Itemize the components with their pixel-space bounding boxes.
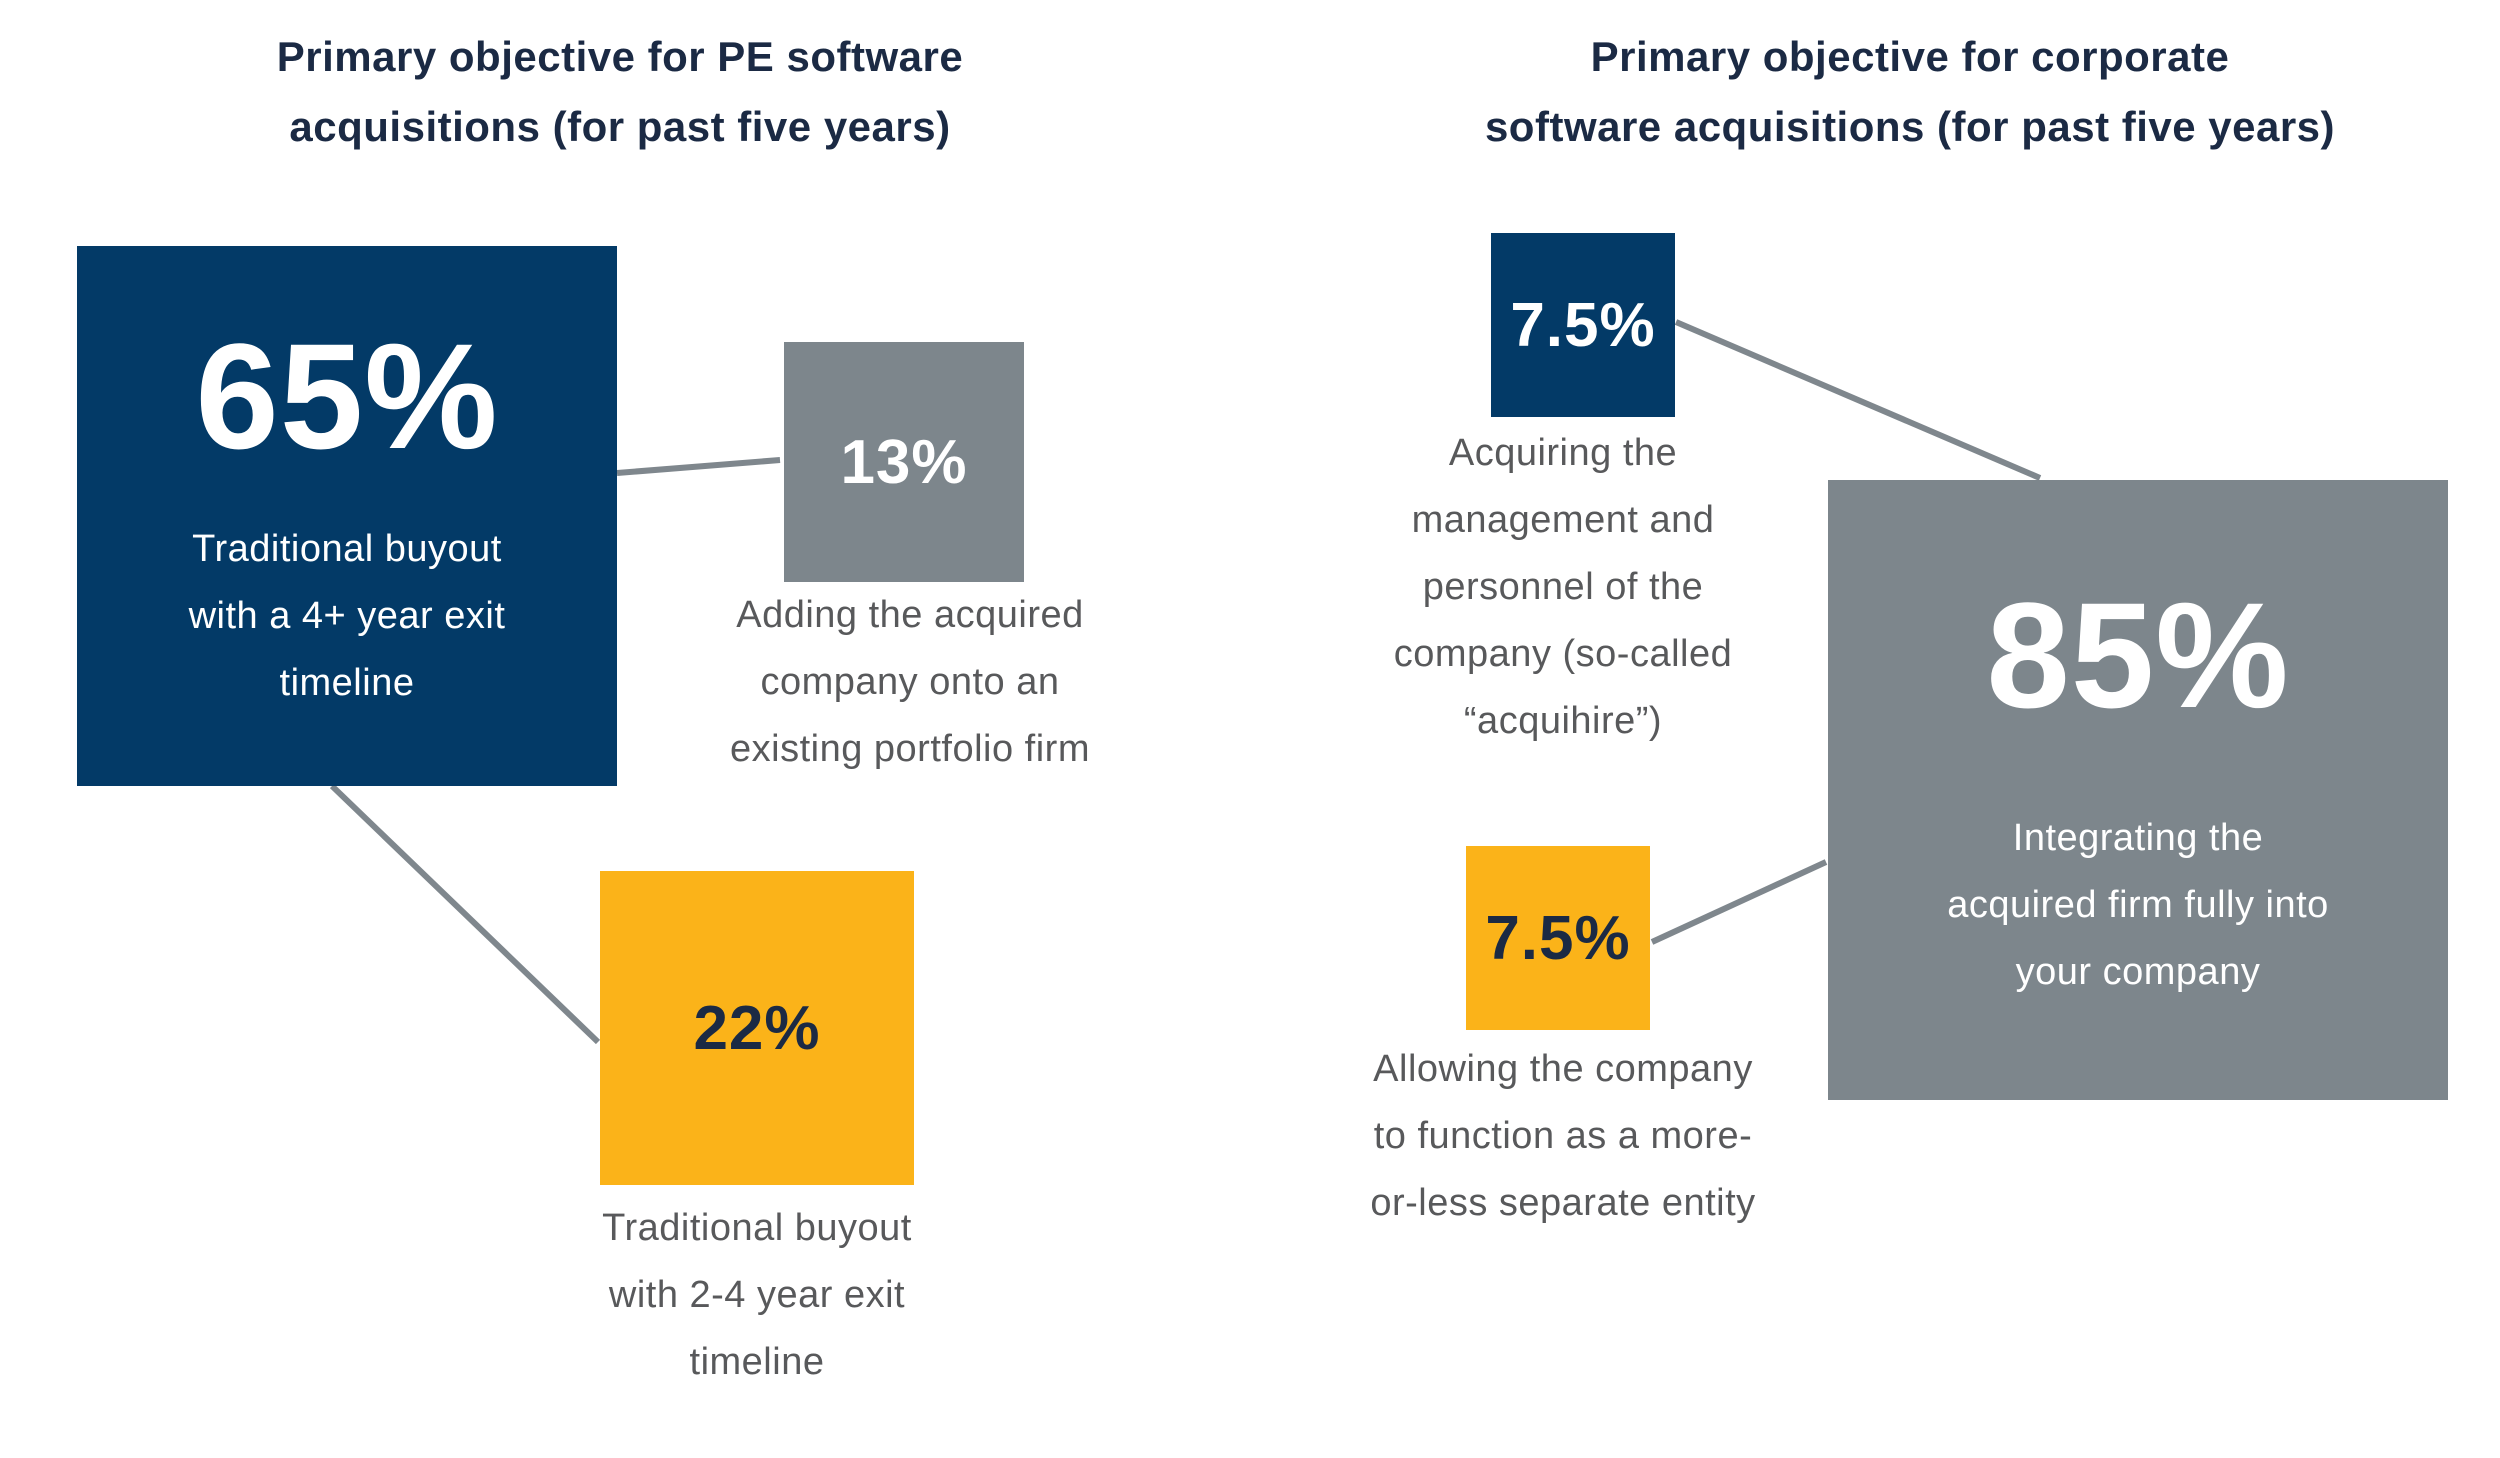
corp-acquihire-caption-line-5: “acquihire”) [1463, 700, 1663, 742]
connector-acquihire-to-85 [1674, 319, 2042, 481]
corporate-chart-title-line-2: software acquisitions (for past five yea… [1484, 103, 2336, 150]
pe-65-value: 65% [195, 311, 499, 480]
corp-acquihire-box: 7.5% [1491, 233, 1675, 417]
pe-13-caption-line-1: Adding the acquired [736, 594, 1084, 636]
corp-acquihire-caption-line-3: personnel of the [1422, 566, 1704, 608]
connector-65-to-22 [329, 783, 601, 1045]
corp-separate-value: 7.5% [1485, 903, 1631, 973]
corp-acquihire-caption-line-2: management and [1411, 499, 1715, 541]
pe-65-description: Traditional buyout with a 4+ year exit t… [189, 516, 506, 717]
corp-acquihire-caption-line-1: Acquiring the [1448, 432, 1678, 474]
corp-separate-entity-box: 7.5% [1466, 846, 1650, 1030]
pe-13-value: 13% [840, 427, 968, 497]
corp-separate-caption-line-1: Allowing the company [1373, 1048, 1753, 1090]
pe-22-caption-line-3: timeline [689, 1341, 825, 1383]
pe-22-value: 22% [693, 993, 821, 1063]
pe-13-caption-line-3: existing portfolio firm [730, 728, 1090, 770]
pe-chart-title: Primary objective for PE software acquis… [140, 22, 1100, 162]
pe-22-caption-line-1: Traditional buyout [602, 1207, 912, 1249]
corp-full-integration-box: 85% Integrating the acquired firm fully … [1828, 480, 2448, 1100]
pe-13-caption: Adding the acquired company onto an exis… [660, 582, 1160, 783]
corporate-chart-title: Primary objective for corporate software… [1380, 22, 2440, 162]
pe-13-caption-line-2: company onto an [760, 661, 1060, 703]
pe-65-desc-line-2: with a 4+ year exit [188, 594, 506, 637]
corp-separate-caption: Allowing the company to function as a mo… [1328, 1036, 1798, 1237]
pe-22-caption: Traditional buyout with 2-4 year exit ti… [557, 1195, 957, 1396]
pe-65-desc-line-3: timeline [279, 661, 415, 704]
pe-traditional-buyout-4plus-box: 65% Traditional buyout with a 4+ year ex… [77, 246, 617, 786]
corp-85-value: 85% [1986, 570, 2290, 739]
corp-acquihire-caption-line-4: company (so-called [1393, 633, 1733, 675]
corp-acquihire-value: 7.5% [1510, 290, 1656, 360]
pe-portfolio-addon-box: 13% [784, 342, 1024, 582]
pe-65-desc-line-1: Traditional buyout [192, 527, 502, 570]
pe-chart-title-line-1: Primary objective for PE software [276, 33, 964, 80]
corporate-chart-title-line-1: Primary objective for corporate [1590, 33, 2230, 80]
corp-85-desc-line-3: your company [2015, 950, 2261, 993]
corp-acquihire-caption: Acquiring the management and personnel o… [1353, 420, 1773, 755]
corp-85-desc-line-1: Integrating the [2012, 816, 2264, 859]
pe-22-caption-line-2: with 2-4 year exit [608, 1274, 906, 1316]
corp-85-description: Integrating the acquired firm fully into… [1947, 805, 2329, 1006]
corp-85-desc-line-2: acquired firm fully into [1947, 883, 2329, 926]
connector-separate-to-85 [1650, 859, 1828, 945]
pe-chart-title-line-2: acquisitions (for past five years) [289, 103, 951, 150]
connector-65-to-13 [616, 457, 781, 476]
corp-separate-caption-line-2: to function as a more- [1373, 1115, 1753, 1157]
pe-traditional-buyout-2to4-box: 22% [600, 871, 914, 1185]
corp-separate-caption-line-3: or-less separate entity [1370, 1182, 1756, 1224]
